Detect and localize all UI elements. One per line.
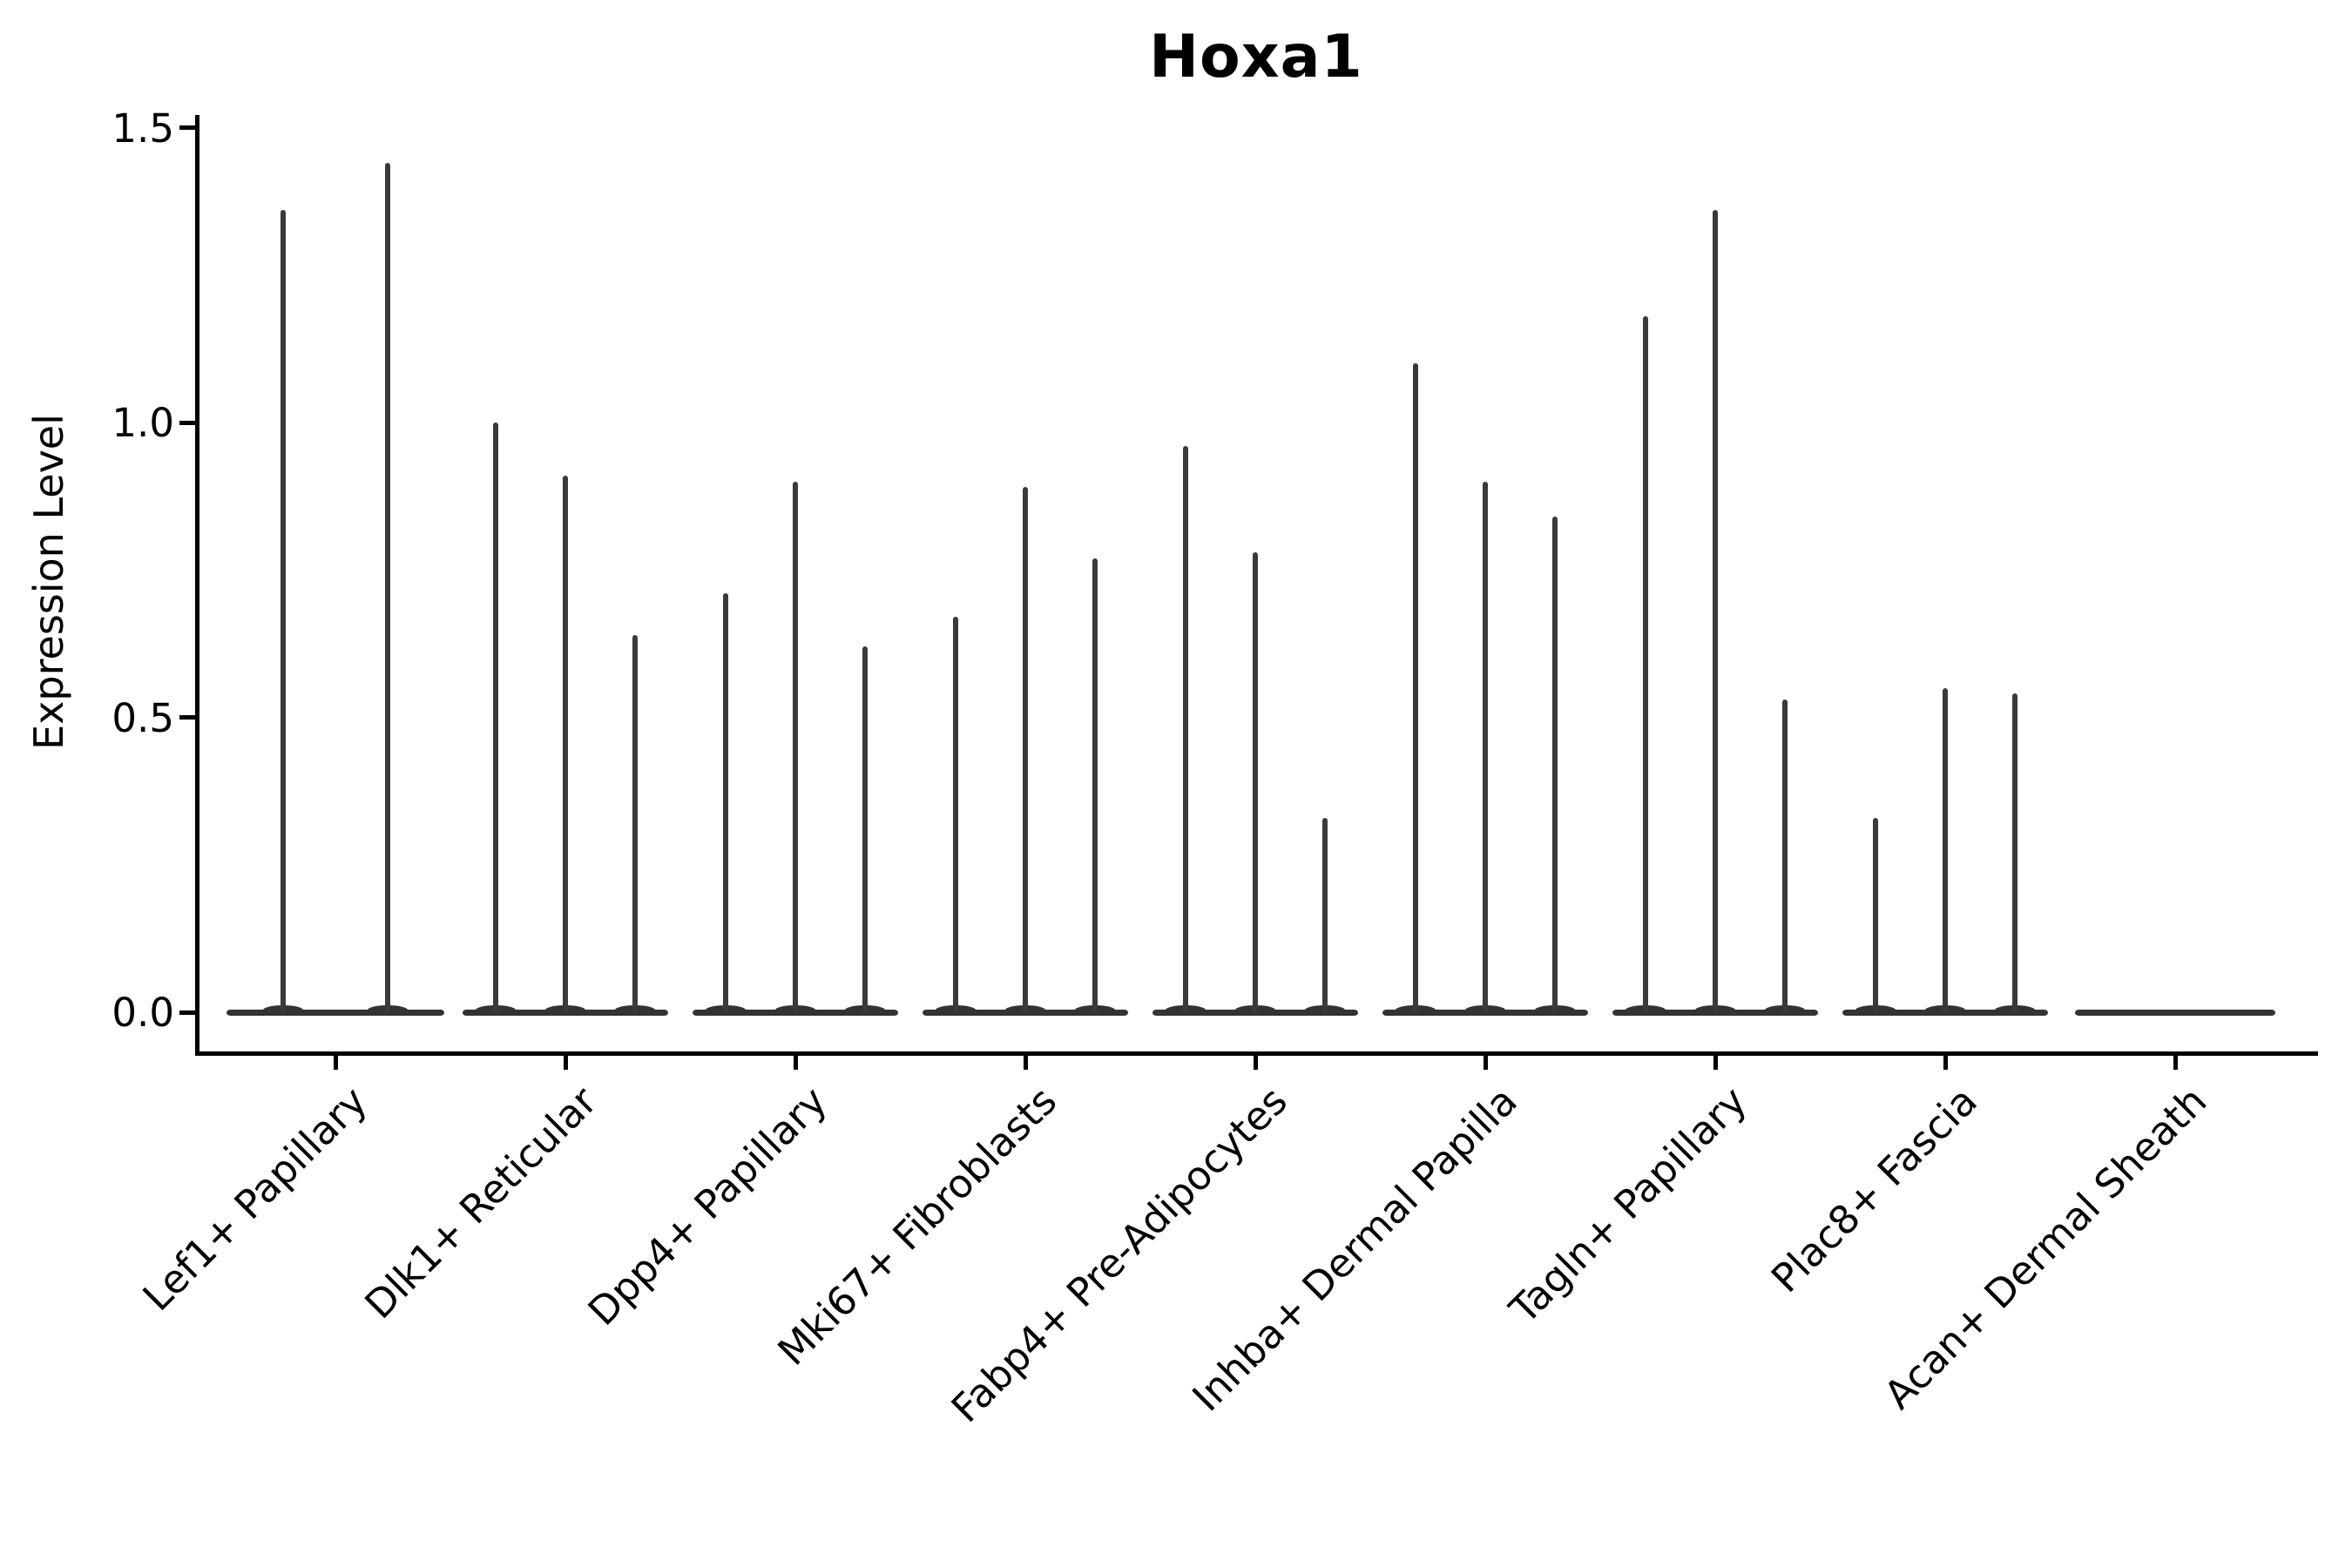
violin-spike [493, 422, 498, 1012]
chart-title: Hoxa1 [1149, 23, 1363, 91]
y-tick-label: 0.5 [112, 694, 174, 741]
y-tick-label: 1.0 [112, 400, 174, 446]
violin-spike [723, 593, 728, 1012]
violin-spike [2012, 693, 2017, 1012]
violin-spike [632, 634, 638, 1012]
x-tick-label: Lef1+ Papillary [133, 1078, 376, 1321]
y-tick-mark [179, 715, 195, 720]
violin-spike [1183, 446, 1188, 1012]
violin-spike [1253, 551, 1258, 1012]
violin-spike [1483, 481, 1488, 1012]
y-tick-mark [179, 125, 195, 130]
violin-spike [953, 617, 958, 1012]
violin-spike [1873, 817, 1878, 1012]
x-tick-mark [2173, 1055, 2178, 1070]
x-axis-spine [194, 1051, 2318, 1056]
y-tick-mark [179, 1010, 195, 1015]
x-tick-label: Tagln+ Papillary [1501, 1078, 1756, 1333]
x-tick-mark [1943, 1055, 1948, 1070]
y-axis-spine [194, 115, 199, 1056]
violin-spike [793, 481, 798, 1012]
x-tick-mark [333, 1055, 338, 1070]
y-tick-label: 0.0 [112, 990, 174, 1036]
violin-spike [1322, 817, 1328, 1012]
violin-spike [563, 475, 568, 1012]
violin-spike [1643, 316, 1648, 1012]
violin-base [226, 1009, 444, 1016]
x-tick-label: Plac8+ Fascia [1761, 1078, 1986, 1301]
x-tick-mark [563, 1055, 568, 1070]
x-tick-label: Dpp4+ Papillary [578, 1078, 836, 1335]
y-tick-label: 1.5 [112, 105, 174, 152]
violin-spike [1943, 687, 1948, 1012]
violin-spike [1552, 517, 1558, 1012]
violin-spike [1782, 700, 1788, 1012]
x-tick-mark [1023, 1055, 1028, 1070]
violin-spike [385, 163, 390, 1012]
violin-spike [1023, 487, 1028, 1012]
x-tick-label: Dlk1+ Reticular [355, 1078, 606, 1328]
y-tick-mark [179, 420, 195, 425]
x-tick-mark [793, 1055, 798, 1070]
violin-spike [1713, 210, 1718, 1012]
violin-spike [1092, 558, 1098, 1012]
violin-spike [862, 646, 868, 1012]
violin-base [2075, 1009, 2275, 1016]
x-tick-mark [1253, 1055, 1258, 1070]
x-tick-mark [1713, 1055, 1718, 1070]
violin-spike [1413, 363, 1418, 1012]
x-tick-mark [1483, 1055, 1488, 1070]
violin-spike [280, 210, 286, 1012]
